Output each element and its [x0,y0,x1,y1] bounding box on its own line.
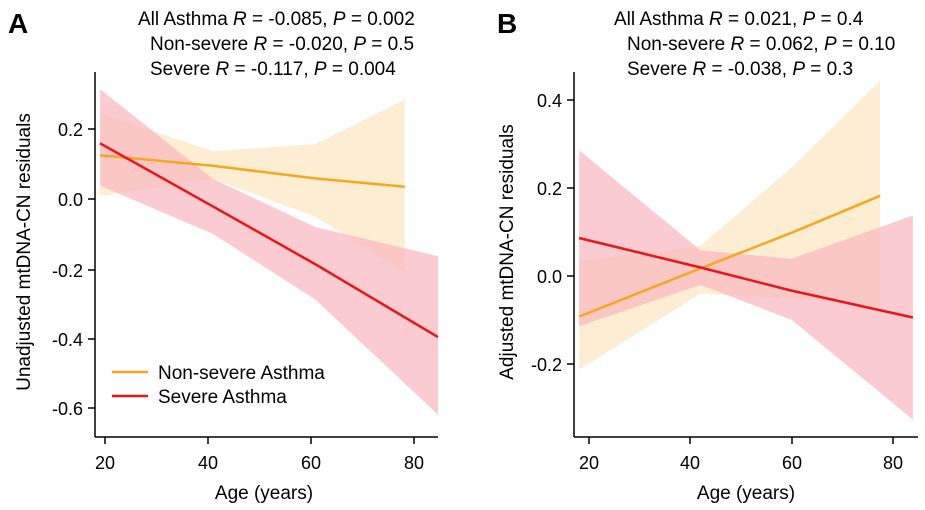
panel-a-y-tick-label: 0.0 [58,190,83,210]
panel-b-x-tick-label: 40 [680,453,700,473]
panel-a: A All Asthma R = -0.085, P = 0.002 Non-s… [8,8,439,504]
panel-b-y-tick-label: 0.2 [537,179,562,199]
panel-b-y-tick-label: -0.2 [531,355,562,375]
panel-a-x-tick-label: 80 [404,453,424,473]
panel-b: B All Asthma R = 0.021, P = 0.4 Non-seve… [497,8,918,504]
panel-a-ci-band-severe [100,89,438,415]
panel-b-y-tick-label: 0.4 [537,91,562,111]
panel-a-x-axis-label: Age (years) [215,483,313,504]
panel-a-stat-nonsevere: Non-severe R = -0.020, P = 0.5 [150,34,414,55]
panel-b-plot-area [578,80,914,420]
panel-a-letter: A [8,8,28,39]
panel-b-y-tick-label: 0.0 [537,267,562,287]
panel-a-x-tick-label: 40 [198,453,218,473]
panel-a-y-tick-label: -0.6 [52,399,83,419]
panel-a-line-severe [99,142,439,339]
panel-a-plot-area [99,89,439,415]
panel-a-x-tick-label: 20 [95,453,115,473]
panel-a-stat-severe: Severe R = -0.117, P = 0.004 [150,59,396,80]
panel-b-stat-severe: Severe R = -0.038, P = 0.3 [627,59,853,80]
panel-a-ci-band-nonsevere [100,99,405,272]
panel-b-line-severe [578,236,914,319]
legend-label-severe: Severe Asthma [158,387,287,408]
panel-a-y-axis-label: Unadjusted mtDNA-CN residuals [14,113,35,391]
panel-a-x-tick-label: 60 [301,453,321,473]
panel-b-letter: B [497,8,517,39]
panel-b-line-nonsevere [578,194,881,318]
panel-b-x-tick-label: 60 [782,453,802,473]
panel-a-y-tick-label: -0.4 [52,330,83,350]
panel-b-x-tick-label: 20 [579,453,599,473]
panel-a-y-tick-label: -0.2 [52,261,83,281]
panel-b-stat-all: All Asthma R = 0.021, P = 0.4 [614,9,864,30]
panel-b-x-axis-label: Age (years) [697,483,795,504]
panel-b-ci-band-severe [579,150,913,420]
legend-label-nonsevere: Non-severe Asthma [158,363,325,384]
panel-b-stat-nonsevere: Non-severe R = 0.062, P = 0.10 [627,34,895,55]
panel-a-line-nonsevere [99,154,405,188]
panel-b-y-axis-label: Adjusted mtDNA-CN residuals [497,124,518,380]
panel-b-x-tick-label: 80 [883,453,903,473]
panel-a-legend: Non-severe Asthma Severe Asthma [112,363,325,408]
panel-a-y-tick-label: 0.2 [58,120,83,140]
panel-a-stat-all: All Asthma R = -0.085, P = 0.002 [138,9,415,30]
